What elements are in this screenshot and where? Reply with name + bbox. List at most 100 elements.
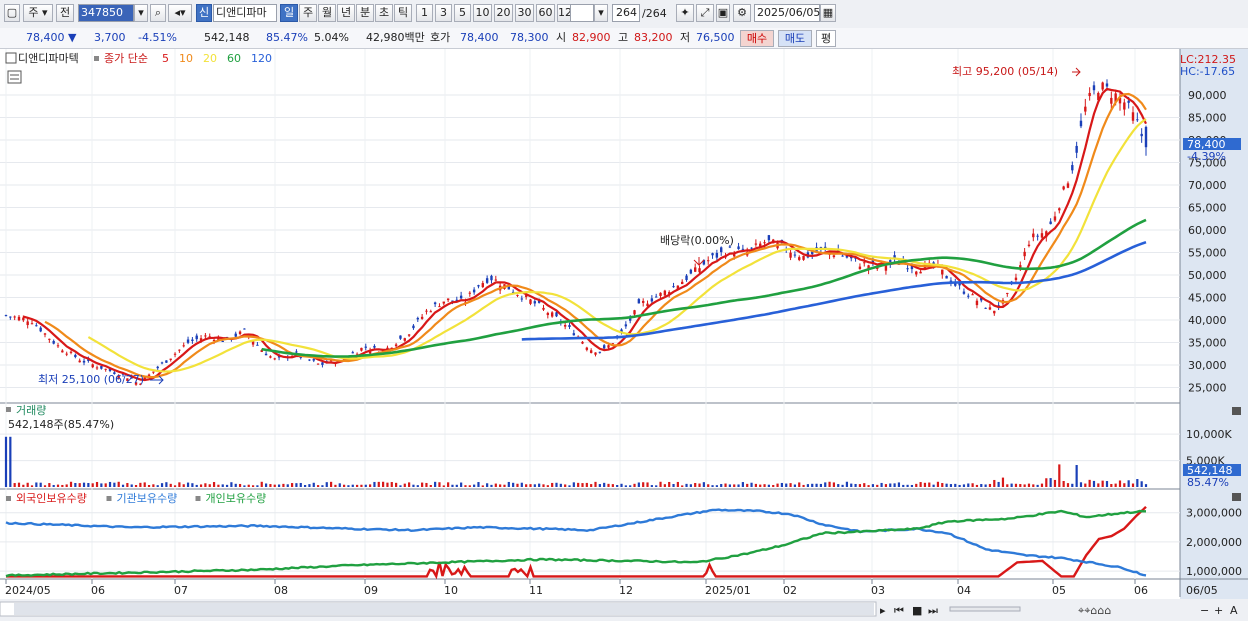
holdings-legend-marker [106, 496, 112, 501]
candle-body [251, 341, 255, 345]
calendar-icon[interactable]: ▦ [820, 4, 836, 22]
settings-gear-icon[interactable]: ⚙ [733, 4, 751, 22]
candle-body [1144, 126, 1148, 148]
zoom-slider[interactable] [949, 606, 1021, 612]
draw-tool-icon[interactable]: ⤢ [696, 4, 714, 22]
period-button-0[interactable]: 일 [280, 4, 298, 22]
zoom-out-icon[interactable]: − [1200, 604, 1209, 617]
volume-bar [897, 482, 901, 487]
interval-button-3[interactable]: 3 [435, 4, 452, 22]
period-button-6[interactable]: 틱 [394, 4, 412, 22]
candle-body [130, 376, 133, 379]
candle-body [1058, 208, 1061, 211]
candle-body [399, 335, 402, 339]
volume-bar [238, 483, 242, 487]
interval-button-60[interactable]: 60 [536, 4, 555, 22]
stock-code-input[interactable]: 347850 [78, 4, 134, 22]
volume-bar [473, 484, 476, 487]
volume-bar [1066, 483, 1070, 487]
volume-bar [13, 483, 16, 487]
search-icon[interactable]: ⌕ [150, 4, 166, 22]
volume-bar [325, 482, 328, 487]
scroll-last-icon[interactable]: ⏭ [928, 604, 938, 617]
interval-button-5[interactable]: 5 [454, 4, 471, 22]
stock-chart[interactable]: 25,000 30,000 35,000 40,000 45,000 50,000 55,0… [0, 49, 1248, 621]
open-price: 82,900 [572, 31, 611, 44]
market-select[interactable]: 주 ▾ [23, 4, 53, 22]
time-tick-label: 10 [444, 584, 458, 597]
volume-bar [659, 481, 662, 487]
credit-badge[interactable]: 신 [196, 4, 212, 22]
crosshair-icon[interactable]: ✦ [676, 4, 694, 22]
period-button-2[interactable]: 월 [318, 4, 336, 22]
draw-tools-icon[interactable]: ⌖⌖⌂⌂⌂ [1078, 604, 1111, 617]
price-tick-label: 50,000 [1188, 269, 1227, 282]
layout-icon[interactable]: ▢ [4, 4, 20, 22]
time-tick-label: 03 [871, 584, 885, 597]
candle-body [9, 316, 12, 318]
current-price-tag-text: 78,400 [1187, 138, 1226, 151]
sound-icon[interactable]: ◂▾ [168, 4, 192, 22]
volume-bar [1006, 484, 1009, 487]
volume-bar [902, 484, 905, 487]
period-button-1[interactable]: 주 [299, 4, 317, 22]
candle-body [659, 292, 662, 296]
sell-button[interactable]: 매도 [778, 30, 812, 47]
volume-bar [243, 485, 246, 487]
candle-body [104, 368, 107, 370]
buy-button[interactable]: 매수 [740, 30, 774, 47]
period-button-5[interactable]: 초 [375, 4, 393, 22]
candle-body [221, 340, 224, 342]
volume-bar [347, 485, 350, 487]
time-tick-label: 08 [274, 584, 288, 597]
holdings-panel-max-icon[interactable] [1232, 493, 1241, 501]
interval-button-20[interactable]: 20 [494, 4, 513, 22]
auto-scale-icon[interactable]: A [1230, 604, 1238, 617]
interval-input[interactable] [570, 4, 594, 22]
period-button-3[interactable]: 년 [337, 4, 355, 22]
candle-body [412, 325, 415, 329]
candle-body [238, 331, 242, 334]
candle-body [962, 291, 966, 294]
prefix-button[interactable]: 전 [56, 4, 74, 22]
eval-button[interactable]: 평 [816, 30, 836, 47]
volume-bar [780, 482, 783, 487]
volume-bar [841, 484, 844, 487]
interval-button-30[interactable]: 30 [515, 4, 534, 22]
high-annotation: 최고 95,200 (05/14) [952, 65, 1058, 78]
volume-bar [95, 481, 99, 487]
candle-body [182, 345, 185, 347]
interval-button-1[interactable]: 1 [416, 4, 433, 22]
volume-panel-max-icon[interactable] [1232, 407, 1241, 415]
volume-bar [156, 485, 159, 487]
grid-toggle-icon[interactable] [7, 70, 22, 84]
save-icon[interactable]: ▣ [716, 4, 730, 22]
scroll-stop-icon[interactable]: ■ [912, 604, 922, 617]
period-button-4[interactable]: 분 [356, 4, 374, 22]
date-input[interactable]: 2025/06/05 [754, 4, 820, 22]
trade-amount: 42,980백만 [366, 31, 425, 44]
interval-dropdown-icon[interactable]: ▾ [594, 4, 608, 22]
volume-bar [499, 484, 502, 487]
candle-body [754, 243, 758, 245]
candle-body [524, 295, 528, 297]
volume-bar [147, 485, 151, 487]
scroll-first-icon[interactable]: ⏮ [894, 604, 904, 617]
candle-body [702, 260, 706, 265]
scrollbar-thumb[interactable] [14, 603, 874, 615]
volume-bar [321, 485, 324, 487]
count-input[interactable]: 264 [612, 4, 640, 22]
volume-bar [707, 484, 710, 487]
candle-body [641, 300, 645, 303]
candle-body [628, 317, 632, 321]
interval-button-10[interactable]: 10 [473, 4, 492, 22]
candle-body [793, 254, 797, 256]
candle-body [1006, 292, 1009, 294]
zoom-in-icon[interactable]: + [1214, 604, 1223, 617]
volume-bar [169, 483, 172, 487]
price-tick-label: 85,000 [1188, 112, 1227, 125]
code-dropdown-icon[interactable]: ▾ [134, 4, 148, 22]
volume-bar [1010, 483, 1013, 487]
scroll-right-icon[interactable]: ▸ [880, 604, 886, 617]
volume-bar [741, 482, 744, 487]
